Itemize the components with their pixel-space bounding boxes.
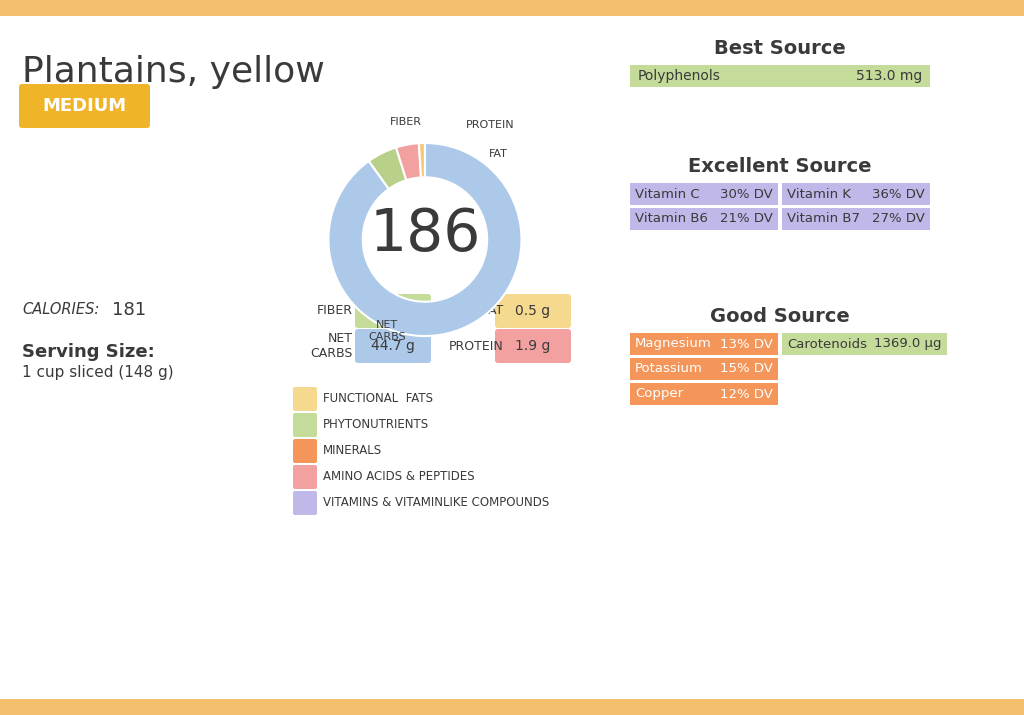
- FancyBboxPatch shape: [293, 465, 317, 489]
- Text: Serving Size:: Serving Size:: [22, 343, 155, 361]
- Text: 27% DV: 27% DV: [872, 212, 925, 225]
- Text: 181: 181: [112, 301, 146, 319]
- Text: CALORIES:: CALORIES:: [22, 302, 99, 317]
- FancyBboxPatch shape: [293, 413, 317, 437]
- Text: PHYTONUTRIENTS: PHYTONUTRIENTS: [323, 418, 429, 431]
- Text: 1 cup sliced (148 g): 1 cup sliced (148 g): [22, 365, 174, 380]
- Text: Excellent Source: Excellent Source: [688, 157, 871, 176]
- Text: Vitamin B7: Vitamin B7: [787, 212, 860, 225]
- Text: 15% DV: 15% DV: [720, 363, 773, 375]
- Text: NET
CARBS: NET CARBS: [369, 320, 407, 342]
- FancyBboxPatch shape: [630, 183, 778, 205]
- Text: 12% DV: 12% DV: [720, 388, 773, 400]
- Text: 13% DV: 13% DV: [720, 337, 773, 350]
- Wedge shape: [329, 143, 521, 336]
- Text: 44.7 g: 44.7 g: [371, 339, 415, 353]
- Text: PROTEIN: PROTEIN: [450, 340, 504, 352]
- FancyBboxPatch shape: [782, 333, 947, 355]
- Text: VITAMINS & VITAMINLIKE COMPOUNDS: VITAMINS & VITAMINLIKE COMPOUNDS: [323, 496, 549, 510]
- Text: Copper: Copper: [635, 388, 683, 400]
- FancyBboxPatch shape: [0, 699, 1024, 715]
- FancyBboxPatch shape: [630, 358, 778, 380]
- Text: 1.9 g: 1.9 g: [515, 339, 551, 353]
- Text: Vitamin K: Vitamin K: [787, 187, 851, 200]
- FancyBboxPatch shape: [293, 387, 317, 411]
- Text: FAT: FAT: [489, 149, 508, 159]
- Text: 36% DV: 36% DV: [872, 187, 925, 200]
- Text: 2.5 g: 2.5 g: [376, 304, 411, 318]
- FancyBboxPatch shape: [355, 329, 431, 363]
- Text: 1369.0 μg: 1369.0 μg: [874, 337, 942, 350]
- Text: Magnesium: Magnesium: [635, 337, 712, 350]
- Text: Vitamin B6: Vitamin B6: [635, 212, 708, 225]
- Text: PROTEIN: PROTEIN: [466, 120, 514, 130]
- FancyBboxPatch shape: [782, 208, 930, 230]
- Text: Vitamin C: Vitamin C: [635, 187, 699, 200]
- Text: 21% DV: 21% DV: [720, 212, 773, 225]
- FancyBboxPatch shape: [293, 439, 317, 463]
- Text: 30% DV: 30% DV: [720, 187, 773, 200]
- FancyBboxPatch shape: [630, 65, 930, 87]
- FancyBboxPatch shape: [495, 294, 571, 328]
- FancyBboxPatch shape: [0, 0, 1024, 16]
- Text: FAT: FAT: [482, 305, 504, 317]
- Text: 513.0 mg: 513.0 mg: [856, 69, 922, 83]
- FancyBboxPatch shape: [630, 333, 778, 355]
- Text: FIBER: FIBER: [317, 305, 353, 317]
- FancyBboxPatch shape: [630, 383, 778, 405]
- Text: NET
CARBS: NET CARBS: [310, 332, 353, 360]
- Text: 0.5 g: 0.5 g: [515, 304, 551, 318]
- Text: Polyphenols: Polyphenols: [638, 69, 721, 83]
- Text: FIBER: FIBER: [390, 117, 422, 127]
- FancyBboxPatch shape: [495, 329, 571, 363]
- Text: 186: 186: [370, 206, 480, 262]
- Wedge shape: [369, 147, 407, 189]
- FancyBboxPatch shape: [355, 294, 431, 328]
- FancyBboxPatch shape: [782, 183, 930, 205]
- Text: FUNCTIONAL  FATS: FUNCTIONAL FATS: [323, 393, 433, 405]
- Text: Potassium: Potassium: [635, 363, 702, 375]
- Text: Plantains, yellow: Plantains, yellow: [22, 55, 325, 89]
- Text: Best Source: Best Source: [714, 39, 846, 58]
- Wedge shape: [396, 143, 421, 180]
- Text: MINERALS: MINERALS: [323, 445, 382, 458]
- Text: Carotenoids: Carotenoids: [787, 337, 867, 350]
- Text: MEDIUM: MEDIUM: [42, 97, 126, 115]
- Text: Good Source: Good Source: [710, 307, 850, 326]
- FancyBboxPatch shape: [19, 84, 150, 128]
- Text: AMINO ACIDS & PEPTIDES: AMINO ACIDS & PEPTIDES: [323, 470, 475, 483]
- FancyBboxPatch shape: [630, 208, 778, 230]
- FancyBboxPatch shape: [293, 491, 317, 515]
- Wedge shape: [419, 143, 425, 177]
